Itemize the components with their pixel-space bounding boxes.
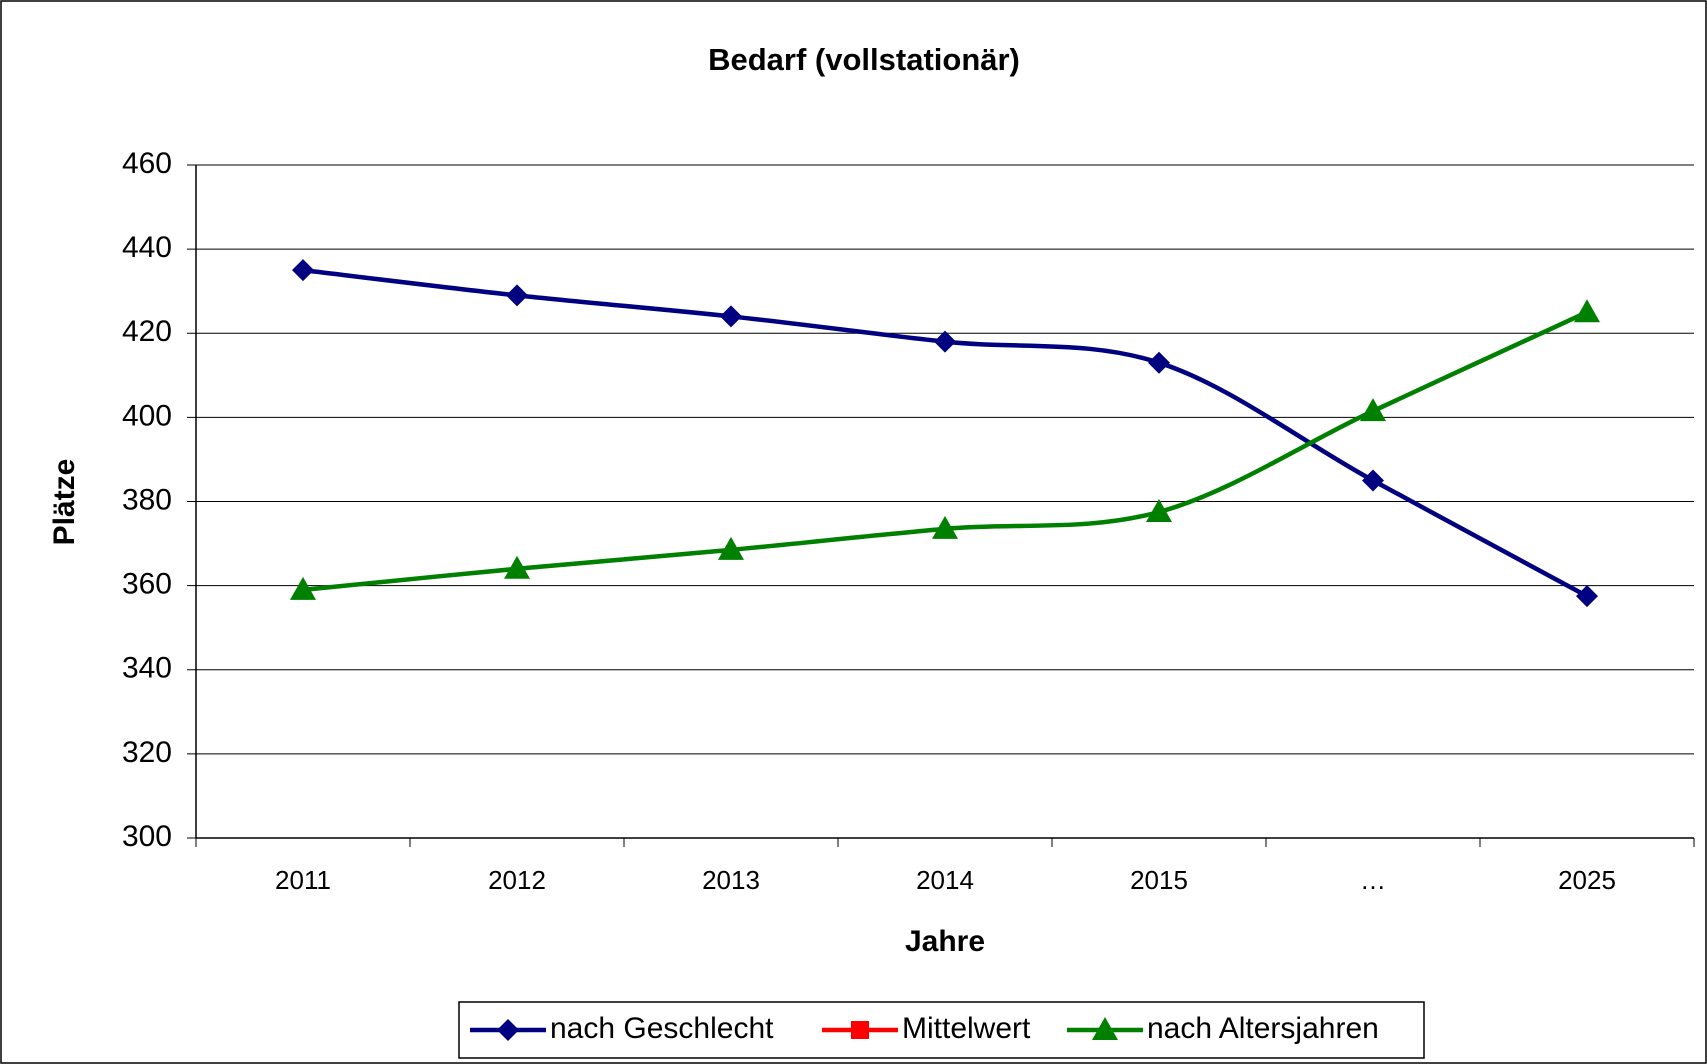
legend-label: nach Geschlecht [550, 1012, 774, 1045]
x-tick-label: 2025 [1558, 865, 1616, 895]
legend-marker [1092, 1017, 1118, 1040]
x-tick-label: 2014 [916, 865, 974, 895]
y-tick-label: 340 [122, 652, 172, 685]
x-tick-label: 2015 [1130, 865, 1188, 895]
data-point [934, 330, 956, 353]
data-point [1362, 469, 1384, 492]
data-point [292, 259, 314, 282]
y-tick-label: 440 [122, 231, 172, 264]
data-point [290, 576, 316, 600]
data-point [1146, 499, 1172, 523]
x-tick-label: 2011 [275, 865, 331, 895]
data-point [932, 515, 958, 539]
legend-box [458, 1001, 1425, 1059]
data-point [1574, 299, 1600, 323]
data-point [1148, 351, 1170, 374]
data-point [504, 555, 530, 579]
x-tick-label: 2013 [702, 865, 760, 895]
y-tick-label: 420 [122, 315, 172, 348]
data-point [720, 305, 742, 328]
data-point [1576, 585, 1598, 608]
legend-marker [851, 1021, 869, 1039]
legend-label: Mittelwert [902, 1012, 1031, 1045]
y-tick-label: 300 [122, 820, 172, 853]
legend-marker [497, 1019, 519, 1041]
y-tick-label: 400 [122, 399, 172, 432]
y-tick-label: 460 [122, 147, 172, 180]
x-tick-label: 2012 [488, 865, 546, 895]
data-point [506, 284, 528, 307]
chart-title: Bedarf (vollstationär) [708, 42, 1020, 77]
y-tick-label: 320 [122, 736, 172, 769]
y-axis-label: Plätze [48, 459, 81, 546]
x-axis-label: Jahre [905, 925, 985, 958]
legend-label: nach Altersjahren [1147, 1012, 1379, 1045]
data-point [1360, 398, 1386, 422]
y-tick-label: 360 [122, 568, 172, 601]
y-tick-label: 380 [122, 483, 172, 516]
data-point [718, 536, 744, 560]
x-tick-label: … [1360, 865, 1386, 895]
